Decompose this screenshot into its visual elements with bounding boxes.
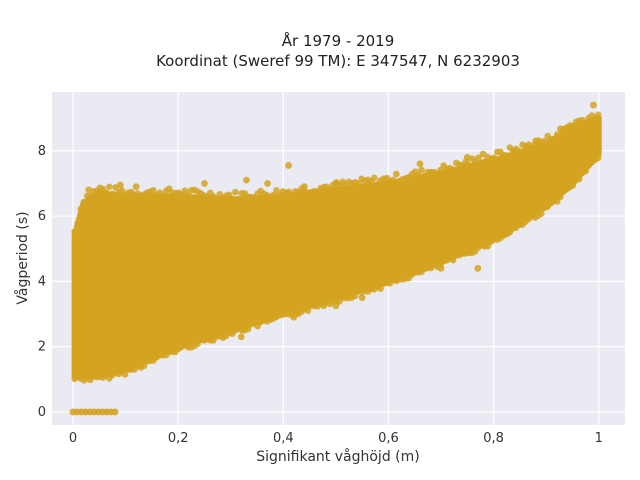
data-point — [575, 175, 583, 183]
data-point — [563, 124, 571, 132]
y-tick-label: 6 — [38, 209, 46, 224]
data-point — [358, 294, 366, 302]
data-point — [538, 210, 545, 217]
x-tick-label: 0,4 — [273, 431, 294, 446]
data-point — [332, 302, 340, 310]
x-tick-label: 0,6 — [378, 431, 399, 446]
data-point — [326, 186, 334, 193]
data-point — [557, 193, 564, 201]
data-point — [393, 170, 400, 178]
data-point — [243, 176, 250, 184]
data-point — [174, 344, 182, 352]
data-point — [121, 371, 129, 378]
data-point — [184, 191, 192, 199]
data-point — [590, 101, 597, 109]
x-tick-label: 0,8 — [483, 431, 504, 446]
data-point — [389, 176, 397, 184]
data-point — [109, 190, 116, 198]
data-point — [273, 187, 280, 194]
chart-title-line-2: Koordinat (Sweref 99 TM): E 347547, N 62… — [156, 52, 520, 70]
data-point — [582, 119, 589, 127]
data-point — [332, 180, 340, 187]
data-point — [106, 183, 113, 191]
data-point — [74, 219, 82, 227]
data-point — [229, 195, 236, 202]
y-tick-label: 2 — [38, 340, 46, 355]
data-point — [290, 313, 298, 321]
x-tick-label: 0 — [69, 431, 77, 446]
y-axis-title: Vågperiod (s) — [14, 211, 31, 304]
data-point — [201, 180, 208, 187]
data-point — [244, 325, 252, 333]
data-point — [127, 366, 135, 373]
data-point — [232, 188, 239, 196]
data-point — [475, 154, 482, 162]
data-point — [479, 150, 487, 158]
data-point — [80, 264, 87, 272]
data-point — [449, 256, 457, 264]
data-point — [516, 215, 524, 223]
data-point — [101, 189, 108, 197]
data-point — [270, 191, 277, 199]
chart-title-line-1: År 1979 - 2019 — [282, 31, 395, 50]
data-point — [437, 264, 445, 272]
data-point — [449, 166, 457, 173]
x-tick-label: 1 — [595, 431, 603, 446]
data-point — [71, 228, 78, 235]
data-point — [77, 205, 85, 213]
data-point — [385, 271, 392, 279]
data-point — [264, 180, 271, 187]
tick-labels: 0 0,2 0,4 0,6 0,8 1 0 2 4 6 8 — [38, 144, 603, 446]
data-point — [304, 307, 312, 314]
data-point — [377, 285, 384, 292]
data-point — [582, 167, 589, 175]
data-point — [594, 154, 602, 162]
data-point — [490, 154, 498, 162]
data-point — [503, 152, 511, 159]
data-point — [352, 292, 359, 299]
data-point — [116, 181, 124, 189]
zero-data-point — [111, 408, 119, 416]
data-point — [216, 330, 224, 337]
data-point — [505, 228, 513, 236]
y-tick-label: 0 — [38, 405, 46, 420]
data-point — [532, 137, 540, 145]
y-tick-label: 8 — [38, 144, 46, 159]
data-point — [85, 186, 93, 194]
data-point — [355, 180, 362, 187]
data-point — [159, 192, 167, 200]
data-point — [300, 183, 308, 191]
data-point — [285, 162, 292, 169]
x-tick-label: 0,2 — [168, 431, 189, 446]
data-point — [418, 166, 425, 174]
y-tick-label: 4 — [38, 274, 46, 289]
data-point — [235, 195, 242, 203]
data-point — [553, 131, 561, 138]
data-point — [541, 137, 548, 145]
data-point — [463, 153, 471, 161]
data-point — [416, 160, 424, 168]
data-point — [569, 182, 577, 189]
data-point — [370, 174, 378, 182]
x-axis-title: Signifikant våghöjd (m) — [256, 448, 419, 465]
data-point — [237, 333, 245, 341]
data-point — [150, 186, 157, 194]
data-point — [87, 193, 94, 200]
data-point — [132, 183, 140, 191]
data-point — [148, 353, 156, 360]
data-point — [594, 111, 602, 119]
data-point — [474, 264, 482, 272]
data-point — [511, 147, 519, 155]
point-cloud — [71, 111, 602, 384]
data-point — [415, 171, 422, 179]
data-point — [465, 161, 473, 169]
data-points — [69, 101, 597, 416]
data-point — [80, 198, 88, 206]
